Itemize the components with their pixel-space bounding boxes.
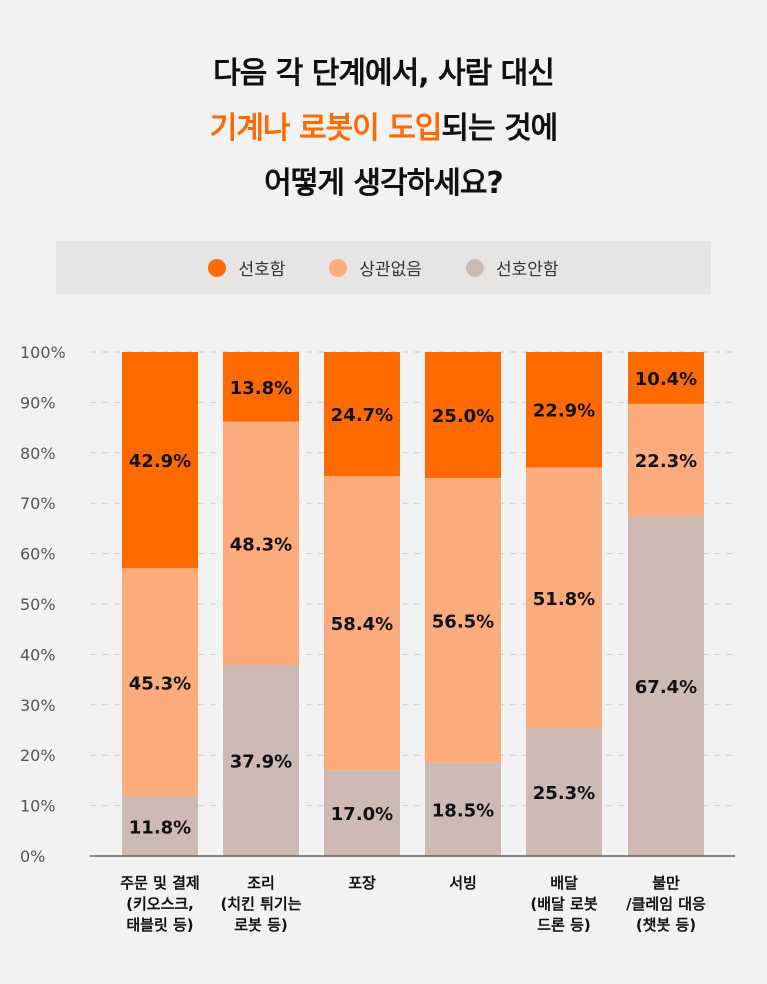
bar-segment-prefer — [425, 352, 501, 478]
y-tick-label: 50% — [20, 595, 56, 614]
bar-segment-neutral — [628, 403, 704, 517]
data-label-not-prefer: 37.9% — [230, 751, 292, 772]
legend-item-not-prefer: 선호안함 — [465, 255, 559, 280]
bar-segment-neutral — [425, 478, 501, 763]
bar-segment-not-prefer — [526, 728, 602, 856]
data-label-neutral: 22.3% — [635, 451, 697, 472]
category-label-line: 불만 — [652, 874, 680, 892]
data-label-not-prefer: 67.4% — [635, 677, 697, 698]
data-label-neutral: 56.5% — [432, 611, 494, 632]
bar-segment-prefer — [223, 352, 299, 422]
legend-swatch-prefer — [208, 258, 227, 277]
category-label-line: 서빙 — [449, 874, 477, 892]
data-label-not-prefer: 25.3% — [533, 783, 595, 804]
legend-item-prefer: 선호함 — [208, 255, 285, 280]
legend-label-not-prefer: 선호안함 — [495, 260, 559, 280]
y-tick-label: 10% — [20, 797, 56, 816]
bar-segment-prefer — [628, 352, 704, 404]
y-tick-label: 90% — [20, 393, 56, 412]
y-tick-label: 60% — [20, 545, 56, 564]
chart-title-line-2-rest: 되는 것에 — [441, 111, 558, 146]
legend-swatch-neutral — [329, 258, 348, 277]
legend-swatch-not-prefer — [465, 258, 484, 277]
category-label-line: 조리 — [247, 874, 275, 892]
bar-segment-not-prefer — [122, 796, 198, 856]
category-label-line: 태블릿 등) — [126, 916, 194, 934]
bar-segment-not-prefer — [324, 770, 400, 856]
data-label-not-prefer: 11.8% — [129, 817, 191, 838]
data-label-neutral: 58.4% — [331, 614, 393, 635]
bar-segment-prefer — [526, 352, 602, 468]
y-tick-label: 70% — [20, 494, 56, 513]
bar-segment-neutral — [324, 475, 400, 771]
data-label-prefer: 25.0% — [432, 406, 494, 427]
legend-label-neutral: 상관없음 — [359, 260, 422, 280]
category-label-line: 드론 등) — [537, 916, 591, 934]
stacked-bar-chart: 0% 10% 20% 30% 40% 50% 60% 70% 80% 90% 100% 11.8% 45… — [20, 343, 735, 866]
bar-segment-neutral — [526, 467, 602, 729]
data-label-neutral: 45.3% — [129, 673, 191, 694]
category-label: 불만/클레임 대응 (챗봇 등) — [606, 873, 726, 936]
bar-segment-not-prefer — [628, 516, 704, 856]
legend-label-prefer: 선호함 — [238, 260, 286, 280]
y-tick-label: 40% — [20, 645, 56, 664]
bar-segment-neutral — [122, 568, 198, 797]
chart-title-line-3: 어떻게 생각하세요? — [264, 166, 504, 201]
y-tick-label: 30% — [20, 696, 56, 715]
category-label: 서빙 — [403, 873, 523, 894]
category-label-line: (배달 로봇 — [530, 895, 598, 913]
category-label-line: 주문 및 결제 — [120, 874, 200, 892]
y-tick-label: 100% — [20, 343, 66, 362]
category-label-line: (치킨 튀기는 — [220, 895, 302, 913]
category-label-line: (키오스크, — [126, 895, 194, 913]
category-label: 포장 — [302, 873, 422, 894]
bar-segment-not-prefer — [223, 664, 299, 856]
y-tick-label: 20% — [20, 746, 56, 765]
data-label-prefer: 24.7% — [331, 405, 393, 426]
data-label-prefer: 10.4% — [635, 369, 697, 390]
category-label-line: /클레임 대응 — [626, 895, 706, 913]
y-tick-label: 80% — [20, 444, 56, 463]
data-label-prefer: 42.9% — [129, 451, 191, 472]
chart-title-line-2: 기계나 로봇이 도입되는 것에 — [0, 103, 767, 147]
chart-legend: 선호함 상관없음 선호안함 — [56, 241, 711, 294]
data-label-neutral: 51.8% — [533, 589, 595, 610]
category-label: 주문 및 결제 (키오스크, 태블릿 등) — [100, 873, 220, 936]
bar-segment-not-prefer — [425, 762, 501, 856]
bar-segment-prefer — [324, 352, 400, 476]
category-label-line: 배달 — [550, 874, 578, 892]
category-label-line: 포장 — [348, 874, 376, 892]
y-tick-label: 0% — [20, 847, 45, 866]
chart-title-line-1: 다음 각 단계에서, 사람 대신 — [213, 56, 555, 91]
data-label-prefer: 22.9% — [533, 401, 595, 422]
data-label-not-prefer: 17.0% — [331, 804, 393, 825]
data-label-neutral: 48.3% — [230, 534, 292, 555]
data-label-prefer: 13.8% — [230, 378, 292, 399]
legend-item-neutral: 상관없음 — [329, 255, 422, 280]
category-label-line: 로봇 등) — [234, 916, 288, 934]
bar-segment-prefer — [122, 352, 198, 569]
category-label-line: (챗봇 등) — [635, 916, 697, 934]
chart-title-highlight: 기계나 로봇이 도입 — [209, 111, 443, 146]
bar-segment-neutral — [223, 421, 299, 665]
data-label-not-prefer: 18.5% — [432, 800, 494, 821]
